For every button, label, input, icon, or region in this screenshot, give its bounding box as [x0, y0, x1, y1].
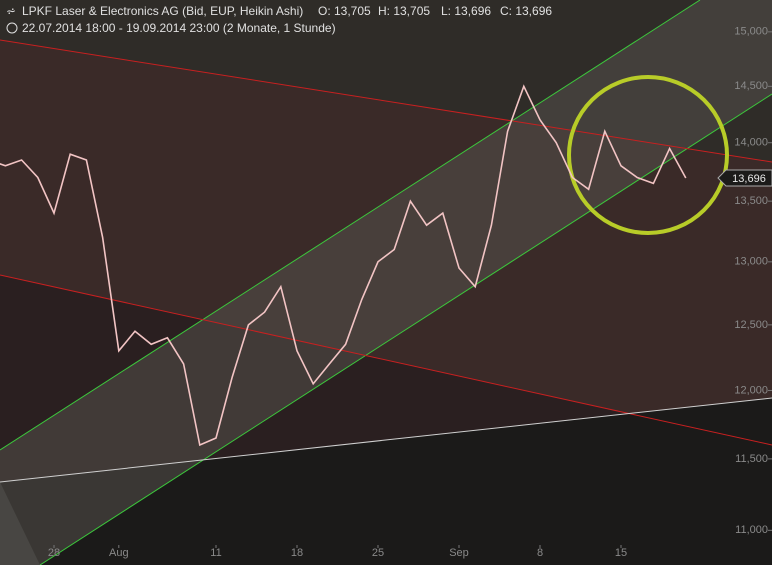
ohlc-high: H: 13,705	[378, 4, 430, 18]
y-tick-label: 15,000	[734, 26, 768, 38]
channel-lower	[39, 93, 772, 565]
resistance-line	[0, 39, 772, 163]
price-tag	[717, 169, 772, 187]
ohlc-low: L: 13,696	[441, 4, 491, 18]
icon: ⩫	[6, 4, 16, 18]
support-line	[0, 397, 772, 483]
y-tick-label: 12,500	[734, 319, 768, 331]
y-tick-label: 13,500	[734, 195, 768, 207]
y-tick-label: 12,000	[734, 384, 768, 396]
header: ⩫ LPKF Laser & Electronics AG (Bid, EUP,…	[6, 4, 552, 35]
y-tick-label: 11,500	[735, 453, 768, 465]
y-tick-label: 14,000	[734, 137, 768, 149]
x-tick-label: 11	[210, 547, 221, 559]
x-tick-label: 28	[48, 547, 60, 559]
x-tick-label: 25	[372, 547, 384, 559]
x-tick-label: 15	[615, 547, 627, 559]
y-tick-label: 14,500	[734, 80, 768, 92]
channel-upper	[0, 0, 701, 451]
ohlc-close: C: 13,696	[500, 4, 552, 18]
price-tag-label: 13,696	[732, 173, 766, 185]
clock-icon	[6, 22, 18, 34]
resistance-line	[0, 274, 772, 446]
x-tick-label: Sep	[449, 547, 469, 559]
x-tick-label: 8	[537, 547, 543, 559]
y-tick-label: 13,000	[734, 256, 768, 268]
ohlc-open: O: 13,705	[318, 4, 371, 18]
x-tick-label: Aug	[109, 547, 129, 559]
highlight-circle	[567, 75, 729, 235]
x-tick-label: 18	[291, 547, 303, 559]
chart-subtitle: 22.07.2014 18:00 - 19.09.2014 23:00 (2 M…	[22, 21, 336, 35]
chart-title: LPKF Laser & Electronics AG (Bid, EUP, H…	[22, 4, 303, 18]
price-line	[0, 84, 687, 447]
y-tick-label: 11,000	[735, 524, 768, 536]
